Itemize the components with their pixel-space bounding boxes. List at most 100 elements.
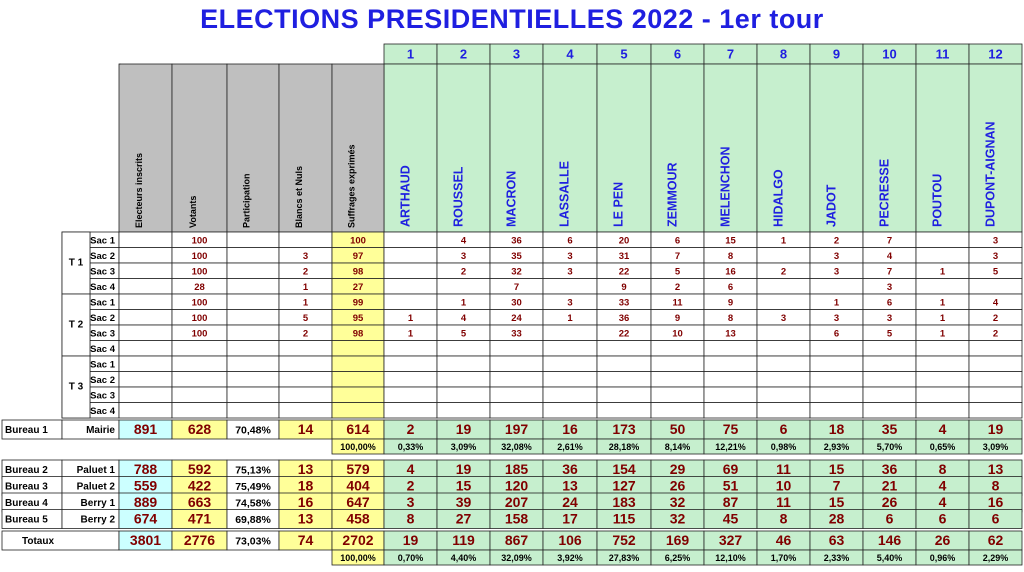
cell-text: 106	[558, 532, 582, 548]
cell-text: 19	[456, 461, 472, 477]
table-cell	[542, 386, 598, 403]
table-cell	[226, 340, 280, 357]
table-cell	[703, 355, 758, 372]
cell-text: 4	[461, 235, 467, 246]
table-cell	[226, 402, 280, 419]
cell-text: 1	[408, 313, 414, 324]
page-title: ELECTIONS PRESIDENTIELLES 2022 - 1er tou…	[200, 4, 824, 34]
candidate-number: 10	[882, 46, 896, 61]
cell-text: 0,33%	[398, 442, 424, 452]
table-cell	[436, 386, 491, 403]
table-cell	[278, 340, 333, 357]
cell-text: 404	[346, 478, 370, 494]
table-cell	[862, 402, 917, 419]
cell-text: 22	[619, 328, 630, 339]
table-cell	[383, 340, 438, 357]
table-cell	[171, 386, 228, 403]
cell-text: 0,65%	[930, 442, 956, 452]
cell-text: 98	[353, 328, 364, 339]
cell-text: 3	[834, 251, 839, 262]
cell-text: 3	[834, 266, 839, 277]
candidate-header-cell	[756, 63, 811, 233]
table-cell	[596, 340, 652, 357]
table-cell	[915, 402, 970, 419]
table-cell	[968, 438, 1023, 455]
table-cell	[171, 402, 228, 419]
cell-text: 75,49%	[235, 481, 271, 493]
place-label: Berry 1	[81, 498, 116, 509]
group-label: T 3	[69, 382, 84, 393]
cell-text: 3	[461, 251, 466, 262]
cell-text: 891	[134, 421, 158, 437]
cell-text: 16	[725, 266, 736, 277]
cell-text: 0,96%	[930, 553, 956, 563]
cell-text: 5	[303, 313, 309, 324]
table-cell	[915, 340, 970, 357]
cell-text: 3	[781, 313, 786, 324]
cell-text: 1	[303, 297, 309, 308]
cell-text: 100	[192, 328, 208, 339]
cell-text: 26	[882, 494, 898, 510]
cell-text: 97	[353, 251, 364, 262]
table-cell	[915, 386, 970, 403]
table-cell	[489, 355, 544, 372]
table-cell	[703, 371, 758, 388]
cell-text: 13	[562, 478, 578, 494]
candidate-number: 6	[674, 46, 681, 61]
table-cell	[542, 402, 598, 419]
cell-text: 127	[612, 478, 636, 494]
cell-text: 8	[407, 511, 415, 527]
bureau-label: Bureau 5	[5, 515, 48, 526]
cell-text: 889	[134, 494, 158, 510]
table-cell	[436, 402, 491, 419]
table-cell	[278, 386, 333, 403]
cell-text: 14	[298, 421, 314, 437]
cell-text: 28	[194, 282, 205, 293]
cell-text: 3,09%	[451, 442, 477, 452]
table-cell	[756, 386, 811, 403]
table-cell	[383, 278, 438, 295]
cell-text: 28,18%	[609, 442, 640, 452]
table-cell	[278, 355, 333, 372]
table-cell	[331, 340, 385, 357]
cell-text: 62	[988, 532, 1004, 548]
table-cell	[596, 386, 652, 403]
group-cell	[61, 231, 91, 295]
table-cell	[118, 231, 173, 248]
cell-text: 87	[723, 494, 739, 510]
cell-text: 15	[725, 235, 736, 246]
table-cell	[809, 278, 864, 295]
table-cell	[542, 324, 598, 341]
table-cell	[436, 371, 491, 388]
cell-text: 18	[298, 478, 314, 494]
candidate-name: POUTOU	[930, 174, 944, 227]
table-cell	[226, 293, 280, 310]
table-cell	[226, 355, 280, 372]
row-label-cell	[1, 530, 120, 551]
cell-text: 169	[666, 532, 690, 548]
candidate-number: 3	[513, 46, 520, 61]
cell-text: 16	[562, 421, 578, 437]
cell-text: 3	[567, 251, 572, 262]
candidate-number: 12	[988, 46, 1002, 61]
stat-header-cell	[331, 63, 385, 233]
table-cell	[650, 355, 705, 372]
bureau-label: Bureau 3	[5, 482, 48, 493]
table-cell	[968, 402, 1023, 419]
cell-text: 158	[505, 511, 529, 527]
table-cell	[862, 355, 917, 372]
table-cell	[383, 402, 438, 419]
table-cell	[118, 324, 173, 341]
cell-text: 74,58%	[235, 497, 271, 509]
cell-text: 13	[725, 328, 736, 339]
cell-text: 674	[134, 511, 158, 527]
cell-text: 11	[672, 297, 683, 308]
cell-text: 10	[776, 478, 792, 494]
cell-text: 13	[298, 461, 314, 477]
cell-text: 1,70%	[771, 553, 797, 563]
cell-text: 13	[298, 511, 314, 527]
cell-text: 19	[456, 421, 472, 437]
candidate-name: ZEMMOUR	[665, 162, 679, 227]
sac-label: Sac 3	[90, 266, 115, 277]
cell-text: 100,00%	[340, 442, 376, 452]
